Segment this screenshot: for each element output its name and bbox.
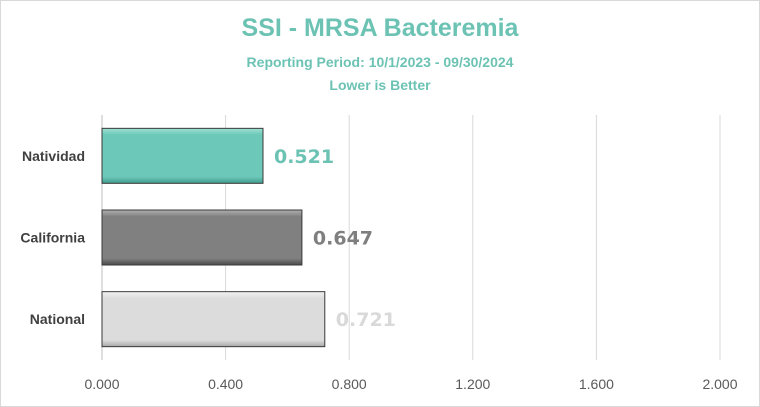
bar-natividad	[101, 127, 264, 184]
bars	[101, 127, 326, 348]
x-tick-label: 0.800	[332, 376, 367, 392]
y-axis-categories: Natividad California National	[20, 148, 85, 327]
category-label: National	[30, 311, 85, 327]
chart-subtitle: Reporting Period: 10/1/2023 - 09/30/2024	[246, 54, 514, 70]
x-tick-label: 0.400	[208, 376, 243, 392]
data-label: 0.721	[336, 309, 396, 331]
category-label: Natividad	[22, 148, 85, 164]
x-tick-label: 2.000	[702, 376, 737, 392]
x-tick-label: 1.600	[579, 376, 614, 392]
x-axis-ticks: 0.000 0.400 0.800 1.200 1.600 2.000	[84, 376, 737, 392]
x-tick-label: 1.200	[455, 376, 490, 392]
chart-title: SSI - MRSA Bacteremia	[241, 14, 519, 42]
data-label: 0.521	[274, 146, 334, 168]
data-labels: 0.521 0.647 0.721	[274, 146, 396, 331]
category-label: California	[20, 230, 85, 246]
bar-california	[101, 209, 303, 266]
bar-national	[101, 291, 326, 348]
data-label: 0.647	[313, 228, 373, 250]
x-tick-label: 0.000	[84, 376, 119, 392]
chart-subtitle-note: Lower is Better	[329, 77, 431, 93]
